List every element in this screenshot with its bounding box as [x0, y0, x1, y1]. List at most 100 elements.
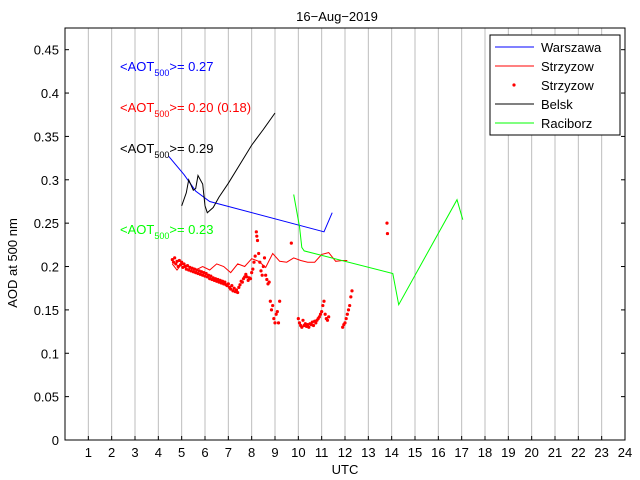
data-point [341, 325, 345, 329]
data-point [174, 262, 178, 266]
legend-label: Warszawa [541, 40, 602, 55]
data-point [297, 321, 302, 325]
data-point [325, 318, 330, 322]
annotations: <AOT500>= 0.27 <AOT500>= 0.20 (0.18) <AOT5… [120, 59, 251, 241]
data-point [253, 254, 257, 258]
x-axis-label: UTC [332, 462, 359, 477]
data-point [173, 256, 177, 260]
data-point [272, 316, 276, 321]
data-point [262, 256, 267, 260]
data-point [234, 288, 239, 292]
x-tick-label: 22 [571, 445, 585, 460]
data-point [349, 295, 353, 299]
data-point [252, 260, 256, 264]
data-point [254, 230, 258, 234]
data-point [176, 264, 180, 269]
data-point [185, 264, 190, 268]
data-point [265, 277, 269, 282]
legend-label: Belsk [541, 97, 573, 112]
data-point [268, 299, 272, 303]
x-tick-label: 11 [315, 445, 329, 460]
legend-entry-raciborz: Raciborz [495, 116, 592, 131]
series-warszawa-line [168, 156, 333, 233]
data-point [345, 312, 349, 316]
legend-entry-warszawa: Warszawa [495, 40, 602, 55]
data-point [232, 286, 236, 290]
x-tick-label: 8 [248, 445, 255, 460]
data-point [343, 321, 347, 325]
data-point [182, 262, 186, 266]
x-tick-label: 1 [85, 445, 92, 460]
y-tick-label: 0 [52, 433, 59, 448]
legend-entry-strzyzow: Strzyzow [495, 59, 594, 74]
y-tick-label: 0.2 [41, 260, 59, 275]
data-point [269, 308, 274, 312]
chart-title: 16−Aug−2019 [296, 9, 378, 24]
x-gridlines [87, 28, 626, 440]
legend-swatch [512, 83, 516, 87]
data-point [261, 264, 265, 269]
x-tick-label: 3 [131, 445, 138, 460]
data-point [248, 277, 253, 281]
data-point [346, 308, 351, 312]
data-point [257, 251, 261, 256]
data-point [273, 321, 277, 325]
data-point [271, 303, 275, 308]
data-point [244, 272, 248, 276]
legend: Warszawa Strzyzow Strzyzow Belsk Raciborz [489, 34, 621, 136]
legend-entry-belsk: Belsk [495, 97, 573, 112]
x-tick-label: 4 [155, 445, 162, 460]
data-point [344, 316, 348, 321]
y-tick-label: 0.25 [34, 216, 59, 231]
y-axis-label: AOD at 500 nm [5, 218, 20, 308]
aot-annotation: <AOT500>= 0.27 [120, 59, 213, 78]
aot-annotation: <AOT500>= 0.29 [120, 141, 213, 160]
data-point [320, 310, 324, 314]
data-point [276, 321, 281, 325]
data-point [296, 316, 300, 321]
data-point [240, 280, 244, 284]
y-tick-label: 0.35 [34, 129, 59, 144]
x-tick-label: 2 [108, 445, 115, 460]
data-point [177, 258, 181, 263]
legend-box [489, 34, 621, 136]
data-point [275, 310, 279, 314]
x-tick-label: 10 [291, 445, 305, 460]
data-point [170, 257, 174, 262]
data-point [223, 280, 227, 284]
data-point [264, 273, 268, 277]
data-point [246, 278, 250, 283]
data-point [314, 321, 318, 325]
series-raciborz-line [293, 194, 464, 307]
data-point [251, 267, 255, 271]
data-point [318, 312, 323, 316]
data-point [226, 282, 230, 286]
legend-entry-strzyzow: Strzyzow [512, 78, 594, 93]
data-point [301, 318, 305, 322]
data-point [300, 325, 304, 329]
x-tick-label: 18 [478, 445, 492, 460]
y-tick-label: 0.05 [34, 390, 59, 405]
data-point [237, 285, 241, 289]
data-point [238, 283, 242, 287]
series-raciborz-line-line [293, 194, 464, 307]
series-warszawa-line-line [168, 156, 333, 233]
series-belsk-line-line [181, 112, 276, 214]
series-belsk-line [181, 112, 276, 214]
x-tick-label: 17 [454, 445, 468, 460]
data-point [289, 241, 293, 245]
data-point [230, 284, 234, 288]
data-point [178, 263, 183, 267]
axis-ticks: 1 2 3 4 5 6 7 8 9 10 11 12 13 14 15 16 17 18 19 20 21 22 23 240… [34, 43, 633, 460]
data-point [385, 231, 390, 236]
data-point [348, 303, 352, 308]
aot-annotation: <AOT500>= 0.20 (0.18) [120, 100, 251, 119]
data-point [180, 260, 184, 264]
data-point [243, 275, 247, 279]
data-point [229, 287, 233, 291]
data-point [350, 289, 354, 293]
data-point [311, 323, 316, 328]
data-point [385, 221, 389, 225]
x-tick-label: 23 [594, 445, 608, 460]
data-point [171, 260, 176, 264]
